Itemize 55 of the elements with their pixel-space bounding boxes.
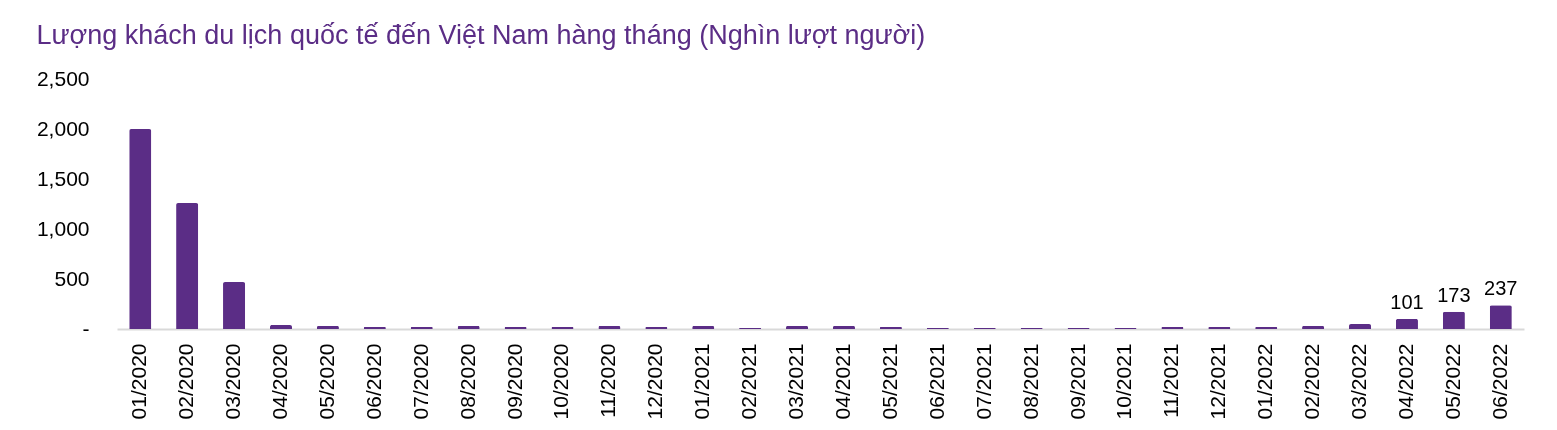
x-tick-label: 05/2022 <box>1440 343 1464 420</box>
bar <box>223 282 246 329</box>
x-tick-label: 04/2022 <box>1393 343 1417 420</box>
bar <box>786 326 809 329</box>
bar <box>129 129 152 329</box>
x-tick-label: 04/2020 <box>267 343 291 420</box>
x-tick-label: 10/2021 <box>1112 343 1136 420</box>
y-tick-label: 2,500 <box>36 66 90 90</box>
bar <box>1442 311 1465 329</box>
x-tick-label: 02/2021 <box>737 343 761 420</box>
x-tick-label: 01/2022 <box>1253 343 1277 420</box>
y-tick-label: 1,500 <box>36 166 90 190</box>
y-tick-label: 1,000 <box>36 216 90 240</box>
x-tick-label: 05/2021 <box>877 343 901 420</box>
x-tick-label: 06/2020 <box>361 343 385 420</box>
bar <box>1349 324 1372 329</box>
bar <box>176 203 199 329</box>
x-tick-label: 02/2020 <box>174 343 198 420</box>
bar <box>316 326 339 329</box>
x-tick-label: 06/2021 <box>924 343 948 420</box>
x-tick-label: 08/2021 <box>1018 343 1042 420</box>
x-tick-label: 10/2020 <box>549 343 573 420</box>
x-tick-label: 12/2020 <box>643 343 667 420</box>
bar <box>832 326 855 329</box>
x-tick-label: 04/2021 <box>830 343 854 420</box>
x-tick-label: 11/2021 <box>1159 343 1183 418</box>
y-tick-label: - <box>82 316 90 340</box>
bar <box>692 326 715 329</box>
x-tick-label: 03/2022 <box>1347 343 1371 420</box>
bar <box>1489 305 1512 329</box>
x-tick-label: 07/2021 <box>971 343 995 420</box>
x-tick-label: 05/2020 <box>314 343 338 420</box>
x-tick-label: 06/2022 <box>1487 343 1511 420</box>
data-label: 101 <box>1390 290 1424 313</box>
x-tick-label: 12/2021 <box>1206 343 1230 420</box>
x-tick-label: 02/2022 <box>1300 343 1324 420</box>
chart-title: Lượng khách du lịch quốc tế đến Việt Nam hàng tháng (Nghìn lượt người) <box>36 20 926 50</box>
x-tick-label: 09/2021 <box>1065 343 1089 420</box>
x-tick-label: 09/2020 <box>502 343 526 420</box>
x-tick-label: 03/2020 <box>221 343 245 420</box>
data-label: 173 <box>1437 283 1471 306</box>
x-tick-label: 01/2020 <box>127 343 151 420</box>
data-label: 237 <box>1484 277 1518 300</box>
y-tick-label: 2,000 <box>36 116 90 140</box>
bar <box>457 326 480 329</box>
bar <box>1395 318 1418 329</box>
x-tick-label: 01/2021 <box>690 343 714 420</box>
x-tick-label: 03/2021 <box>784 343 808 420</box>
bar <box>1302 326 1325 329</box>
bar <box>269 325 292 329</box>
bar <box>598 326 621 329</box>
x-tick-label: 08/2020 <box>455 343 479 420</box>
x-tick-label: 07/2020 <box>408 343 432 420</box>
x-tick-label: 11/2020 <box>596 343 620 418</box>
y-tick-label: 500 <box>54 266 90 290</box>
